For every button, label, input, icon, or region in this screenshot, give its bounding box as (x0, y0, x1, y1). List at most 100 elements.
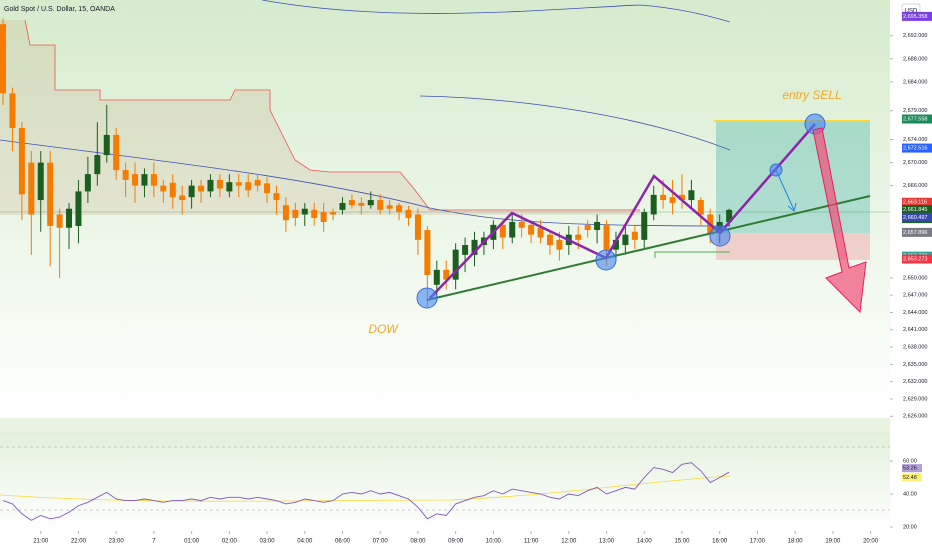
candle-body (330, 212, 337, 215)
pivot-marker (709, 225, 731, 247)
candle-body (122, 170, 129, 180)
price-badge (902, 254, 932, 264)
x-tick-label: 14:00 (637, 539, 653, 545)
indicator-line (24, 19, 640, 211)
indicator-pane (0, 432, 890, 531)
candle-body (546, 234, 553, 246)
price-badge (902, 114, 932, 124)
candle-body (160, 185, 167, 192)
price-badge-label: 2,660.497 (903, 215, 927, 221)
candle-body (641, 212, 648, 240)
y-tick-label: 2,666.000 (903, 183, 927, 189)
y-tick-label: 2,679.000 (903, 108, 927, 114)
x-tick-label: 21:00 (33, 539, 49, 545)
candle-body (301, 208, 308, 215)
x-tick-label: 12:00 (561, 539, 577, 545)
x-tick-label: 19:00 (825, 539, 841, 545)
rsi-tick-label: 40.00 (903, 491, 917, 497)
price-badge-label: 2,657.896 (903, 230, 927, 236)
candle-body (320, 212, 327, 222)
x-tick-label: 16:00 (712, 539, 728, 545)
x-tick-label: 15:00 (674, 539, 690, 545)
candle-body (594, 221, 601, 231)
candle-body (141, 174, 148, 186)
x-tick-label: 7 (152, 539, 156, 545)
candle-body (660, 194, 667, 201)
candle-body (198, 185, 205, 192)
candle-body (113, 134, 120, 171)
sell-arrow (812, 127, 867, 314)
candle-body (396, 205, 403, 213)
arrow-head (787, 202, 797, 212)
price-badge (902, 11, 932, 21)
x-tick-label: 20:00 (863, 539, 879, 545)
candle-body (179, 195, 186, 201)
rsi-badge-label: 52.48 (903, 475, 917, 481)
x-tick-label: 02:00 (222, 539, 238, 545)
price-badge (902, 227, 932, 237)
x-tick-label: 09:00 (448, 539, 464, 545)
x-tick-label: 22:00 (71, 539, 87, 545)
candle-body (678, 194, 685, 201)
zigzag (429, 123, 816, 299)
price-badge (902, 143, 932, 153)
candle-body (226, 182, 233, 192)
candle-body (603, 224, 610, 250)
price-badge-label: 2,653.273 (903, 256, 927, 262)
y-tick-label: 2,626.000 (903, 414, 927, 420)
y-tick-label: 2,650.000 (903, 275, 927, 281)
candle-body (556, 239, 563, 250)
candle-body (282, 205, 289, 221)
y-tick-label: 2,644.000 (903, 310, 927, 316)
candle-body (75, 191, 82, 227)
x-tick-label: 18:00 (788, 539, 804, 545)
candle-body (273, 193, 280, 201)
y-tick-label: 2,684.000 (903, 79, 927, 85)
y-tick-label: 2,692.000 (903, 33, 927, 39)
candle-body (575, 234, 582, 240)
x-tick-label: 11:00 (524, 539, 539, 545)
x-tick-label: 08:00 (410, 539, 426, 545)
rsi-tick-label: 20.00 (903, 524, 917, 530)
candle-body (0, 24, 7, 94)
candle-body (584, 224, 591, 231)
x-tick-label: 03:00 (260, 539, 276, 545)
arrow (775, 169, 795, 211)
candle-body (509, 221, 516, 238)
bracket (654, 251, 730, 258)
x-tick-label: 04:00 (297, 539, 313, 545)
candle-body (358, 202, 365, 206)
annotation: DOW (368, 322, 399, 336)
candle-body (518, 221, 525, 228)
price-badge (902, 212, 932, 222)
candle-body (103, 134, 110, 156)
rsi-badge (902, 464, 922, 473)
rsi-badge (902, 473, 922, 482)
candle-body (726, 209, 733, 222)
candle-body (443, 269, 450, 280)
candle-body (697, 200, 704, 215)
currency: USD (905, 9, 918, 15)
candle-body (18, 127, 25, 195)
candle-body (47, 162, 54, 227)
candle-body (292, 209, 299, 218)
pane-separator (0, 418, 932, 432)
candle-body (264, 183, 271, 194)
price-badge-label: 2,663.116 (903, 200, 927, 206)
pivot-marker (769, 163, 783, 177)
x-tick-label: 07:00 (373, 539, 389, 545)
x-tick-label: 10:00 (486, 539, 502, 545)
candle-body (348, 200, 355, 206)
candle-body (339, 202, 346, 210)
candle-body (433, 269, 440, 285)
y-tick-label: 2,635.000 (903, 362, 927, 368)
price-badge (902, 197, 932, 207)
rsi-tick-label: 60.00 (903, 458, 917, 464)
x-tick-label: 06:00 (335, 539, 351, 545)
candle-body (216, 179, 223, 189)
candle-body (207, 179, 214, 192)
candle-body (150, 174, 157, 186)
y-tick-label: 2,632.000 (903, 379, 927, 385)
rsi-line (2, 462, 730, 521)
candle-body (311, 209, 318, 218)
